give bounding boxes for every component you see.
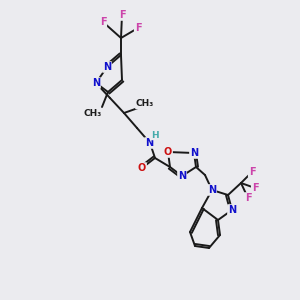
Text: CH₃: CH₃ [84,110,102,118]
Text: CH₃: CH₃ [136,100,154,109]
Text: F: F [252,183,258,193]
Text: H: H [151,130,159,140]
Text: N: N [190,148,198,158]
Text: F: F [249,167,255,177]
Text: N: N [228,205,236,215]
Text: F: F [100,17,106,27]
Text: N: N [103,62,111,72]
Text: N: N [92,78,100,88]
Text: N: N [208,185,216,195]
Text: F: F [245,193,251,203]
Text: F: F [119,10,125,20]
Text: F: F [135,23,141,33]
Text: N: N [145,138,153,148]
Text: O: O [164,147,172,157]
Text: O: O [138,163,146,173]
Text: N: N [178,171,186,181]
